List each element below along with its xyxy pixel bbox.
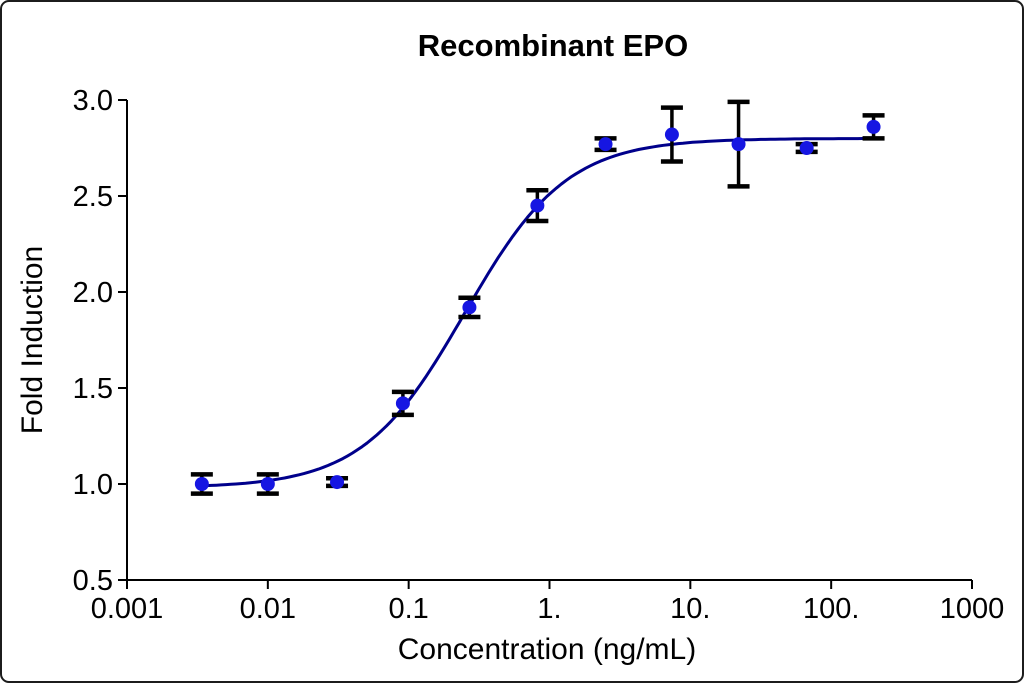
y-tick-labels: 0.5 1.0 1.5 2.0 2.5 3.0: [73, 85, 113, 597]
data-point-marker: [731, 137, 746, 152]
data-point-marker: [664, 127, 679, 142]
data-point-marker: [194, 477, 209, 491]
x-tick-label: 1.: [537, 593, 561, 625]
data-point-marker: [260, 477, 275, 491]
error-bars: [190, 99, 885, 496]
x-tick-label: 0.001: [91, 593, 164, 625]
y-tick-label: 0.5: [73, 565, 113, 597]
data-point-marker: [530, 198, 545, 213]
data-point-marker: [598, 137, 613, 152]
x-tick-label: 1000: [940, 593, 1005, 625]
x-tick-label: 0.1: [389, 593, 429, 625]
x-axis-label: Concentration (ng/mL): [398, 633, 696, 666]
y-tick-label: 3.0: [73, 85, 113, 117]
x-tick-label: 0.01: [240, 593, 296, 625]
axes: [118, 99, 973, 589]
x-tick-label: 100.: [803, 593, 859, 625]
data-point-marker: [330, 475, 345, 490]
y-tick-label: 2.0: [73, 277, 113, 309]
data-point-marker: [395, 396, 410, 411]
data-point-marker: [866, 119, 881, 134]
y-tick-label: 2.5: [73, 181, 113, 213]
x-tick-labels: 0.001 0.01 0.1 1. 10. 100. 1000: [91, 593, 1005, 625]
data-point-marker: [462, 300, 477, 315]
y-axis-label: Fold Induction: [16, 246, 49, 434]
y-tick-label: 1.5: [73, 373, 113, 405]
data-points: [194, 119, 881, 491]
axis-lines: [126, 100, 972, 581]
y-tick-label: 1.0: [73, 469, 113, 501]
data-point-marker: [799, 141, 814, 155]
chart-title: Recombinant EPO: [418, 28, 688, 63]
x-tick-label: 10.: [670, 593, 710, 625]
